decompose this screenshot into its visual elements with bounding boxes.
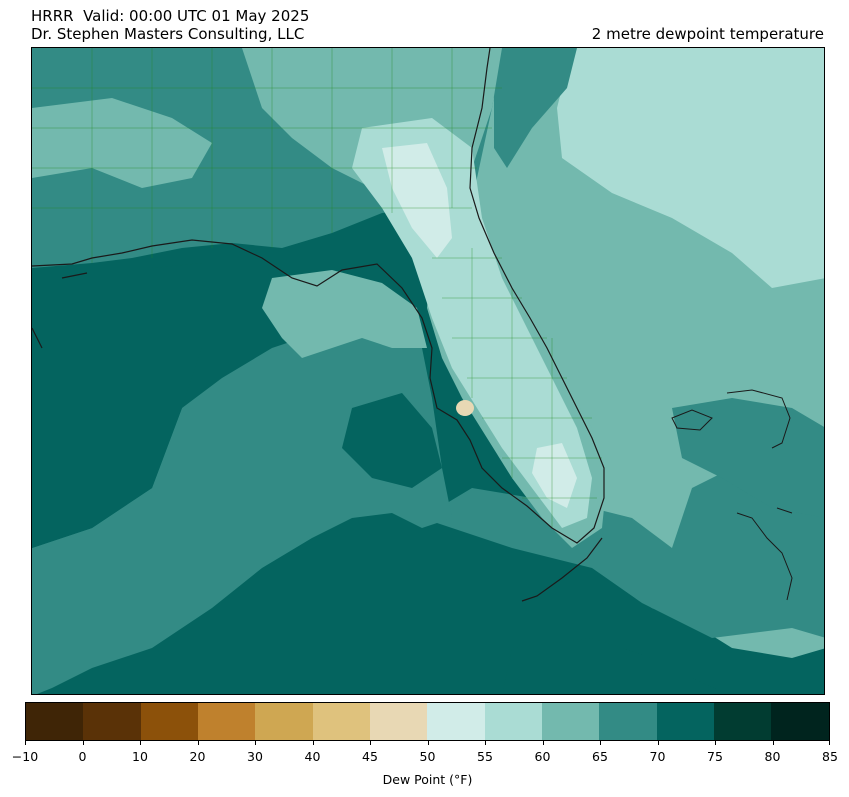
colorbar-tick <box>829 741 830 745</box>
colorbar-segment <box>656 703 715 740</box>
colorbar-tick <box>25 741 26 745</box>
dewpoint-map <box>31 47 825 695</box>
region-cuba-70-75 <box>502 638 728 694</box>
colorbar-segment <box>255 703 313 740</box>
colorbar-tick-label: 40 <box>304 749 321 764</box>
region-gulf-70-75-lower <box>32 263 202 548</box>
colorbar-tick <box>140 741 141 745</box>
colorbar-tick <box>715 741 716 745</box>
title-line-1: HRRR Valid: 00:00 UTC 01 May 2025 <box>31 7 310 25</box>
colorbar-tick-label: 10 <box>132 749 148 764</box>
colorbar-tick-label: 50 <box>419 749 436 764</box>
colorbar-tick <box>542 741 544 745</box>
colorbar-tick-label: −10 <box>11 749 39 764</box>
colorbar-tick <box>657 741 659 745</box>
colorbar-segment <box>484 703 543 740</box>
field-title: 2 metre dewpoint temperature <box>591 25 824 43</box>
colorbar-tick <box>600 741 601 745</box>
colorbar-segment <box>198 703 256 740</box>
colorbar-segment <box>26 703 84 740</box>
map-title: HRRR Valid: 00:00 UTC 01 May 2025 Dr. St… <box>31 7 309 43</box>
colorbar-tick <box>255 741 256 745</box>
colorbar-segment <box>83 703 141 740</box>
colorbar-segment <box>427 703 485 740</box>
region-land-60-65-west <box>32 98 212 188</box>
colorbar-tick <box>312 741 314 745</box>
colorbar-tick <box>82 741 84 745</box>
colorbar-tick-label: 60 <box>534 749 551 764</box>
title-line-2: Dr. Stephen Masters Consulting, LLC <box>31 25 305 43</box>
colorbar-tick <box>772 741 774 745</box>
region-bahamas-65-70 <box>672 398 824 518</box>
region-south-65-70 <box>422 448 824 638</box>
colorbar-tick-label: 70 <box>649 749 666 764</box>
colorbar-tick-label: 0 <box>78 749 87 764</box>
colorbar-tick <box>427 741 429 745</box>
coastline-bahamas <box>671 389 793 601</box>
region-atlantic-65-70 <box>494 48 577 168</box>
colorbar-tick-label: 65 <box>592 749 608 764</box>
region-florida-50-55 <box>382 143 452 258</box>
colorbar-tick-label: 45 <box>362 749 378 764</box>
colorbar-tick <box>197 741 199 745</box>
colorbar-tick <box>485 741 486 745</box>
colorbar-segment <box>312 703 371 740</box>
colorbar-tick-label: 30 <box>247 749 263 764</box>
colorbar-tick-label: 75 <box>707 749 723 764</box>
colorbar-tick-label: 80 <box>764 749 781 764</box>
colorbar-segment <box>714 703 772 740</box>
region-gulf-65-70 <box>32 318 452 694</box>
county-boundaries <box>32 48 602 528</box>
region-atlantic-55-60 <box>557 48 824 288</box>
colorbar <box>25 702 830 741</box>
colorbar-ticks: −10 0 10 20 30 40 45 50 55 60 65 70 75 80 85 <box>12 741 838 765</box>
map-canvas <box>32 48 824 694</box>
colorbar-segment <box>370 703 428 740</box>
region-florida-50-55-south <box>532 443 577 508</box>
colorbar-label: Dew Point (°F) <box>382 772 473 787</box>
region-gulf-70-75-inner <box>342 393 442 488</box>
colorbar-segment <box>771 703 829 740</box>
coastline-mississippi <box>32 272 88 349</box>
coastline-keys <box>521 537 603 602</box>
colorbar-tick <box>370 741 371 745</box>
colorbar-tick-label: 55 <box>477 749 493 764</box>
colorbar-tick-label: 20 <box>189 749 206 764</box>
region-45-50-spot <box>456 400 474 416</box>
colorbar-segment <box>542 703 600 740</box>
coastline-gulf <box>32 48 605 544</box>
region-gulf-60-65 <box>262 270 427 358</box>
colorbar-segment <box>599 703 657 740</box>
colorbar-tick-label: 85 <box>822 749 838 764</box>
colorbar-segment <box>140 703 199 740</box>
